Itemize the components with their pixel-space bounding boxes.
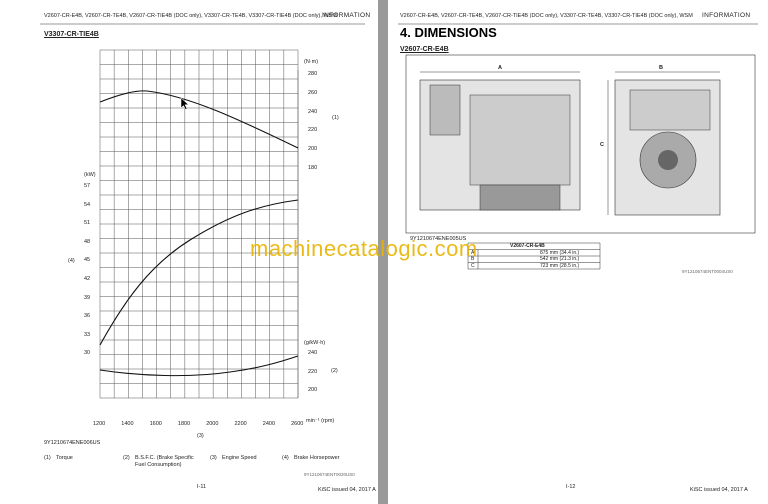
legend-label: Brake Horsepower (294, 455, 340, 461)
tick-label: 220 (308, 368, 318, 375)
footer-text: KiSC issued 04, 2017 A (690, 487, 748, 493)
unit-label: (g/kW·h) (304, 340, 326, 346)
callout: (3) (197, 433, 204, 439)
tick-label: 240 (308, 108, 318, 115)
tick-label: 200 (308, 387, 318, 393)
tick-label: 39 (84, 294, 91, 301)
table-cell: C (471, 262, 475, 269)
tick-label: 42 (84, 276, 91, 282)
legend-number: (4) (282, 455, 289, 461)
tick-label: 57 (84, 183, 91, 189)
legend-label: B.S.F.C. (Brake Specific Fuel Consumptio… (135, 455, 194, 468)
dimension-label: C (600, 142, 604, 148)
tick-label: 30 (84, 350, 91, 357)
left-page (0, 0, 378, 504)
legend-number: (1) (44, 455, 51, 461)
tick-label: 48 (84, 238, 91, 245)
unit-label: (kW) (84, 172, 96, 178)
table-cell: 875 mm (34.4 in.) (540, 249, 580, 256)
dimension-label: A (498, 65, 502, 71)
tick-label: 220 (308, 127, 318, 134)
section-label: INFORMATION (702, 12, 751, 19)
tick-label: 1400 (121, 421, 134, 427)
tick-label: 2200 (234, 421, 247, 427)
engine-drawings (419, 79, 721, 216)
table-cell: 723 mm (28.5 in.) (540, 262, 580, 269)
text-code: 9Y1210674ENT0004US0 (682, 269, 733, 274)
footer-text: KiSC issued 04, 2017 A (318, 487, 376, 493)
text-code: 9Y1210674ENT0020US0 (304, 472, 355, 477)
tick-label: 1800 (177, 421, 191, 427)
header-text: V2607-CR-E4B, V2607-CR-TE4B, V2607-CR-TI… (400, 13, 693, 19)
page-number: I-11 (197, 484, 207, 490)
callout: (2) (331, 368, 338, 374)
tick-label: 240 (308, 350, 318, 356)
bsfc-curve (99, 355, 299, 377)
power-curve (99, 199, 299, 346)
tick-label: 36 (84, 313, 91, 320)
table-cell: A (471, 249, 475, 256)
tick-label: 2000 (206, 421, 219, 427)
tick-label: 51 (84, 220, 91, 227)
callout: (1) (332, 115, 339, 121)
tick-label: 1200 (93, 421, 106, 427)
legend-label: Torque (56, 455, 73, 461)
figure-code: 9Y1210674ENE006US (44, 440, 101, 446)
cursor (180, 97, 190, 110)
tick-label: 54 (84, 201, 91, 208)
figure-code: 9Y1210674ENE005US (410, 236, 467, 242)
unit-label: (N·m) (304, 59, 319, 65)
subtitle: V2607-CR-E4B (400, 46, 449, 53)
tick-label: 180 (308, 165, 318, 171)
tick-label: 2400 (262, 421, 276, 427)
tick-label: 1600 (149, 421, 162, 427)
table-cell: B (471, 256, 475, 262)
page-number: I-12 (566, 484, 576, 490)
callout: (4) (68, 258, 75, 264)
section-title: 4. DIMENSIONS (400, 25, 497, 40)
tick-label: 260 (308, 89, 318, 96)
subtitle: V3307-CR-TIE4B (44, 31, 99, 38)
tick-label: 200 (308, 146, 318, 153)
table-header: V2607-CR-E4B (510, 243, 545, 249)
legend-label: Engine Speed (222, 455, 257, 461)
dimension-label: B (659, 65, 663, 71)
legend-number: (3) (210, 455, 217, 461)
torque-curve (99, 90, 299, 149)
section-label: INFORMATION (322, 12, 371, 19)
tick-label: 2600 (291, 421, 304, 427)
legend-number: (2) (123, 455, 130, 461)
table-cell: 542 mm (21.3 in.) (540, 256, 580, 262)
watermark: machinecatalogic.com (250, 236, 478, 261)
tick-label: 280 (308, 71, 318, 77)
tick-label: 33 (84, 331, 91, 338)
figure-frame (405, 54, 756, 234)
header-text: V2607-CR-E4B, V2607-CR-TE4B, V2607-CR-TI… (44, 13, 337, 19)
tick-label: 45 (84, 257, 91, 264)
unit-label: min⁻¹ (rpm) (306, 418, 335, 424)
